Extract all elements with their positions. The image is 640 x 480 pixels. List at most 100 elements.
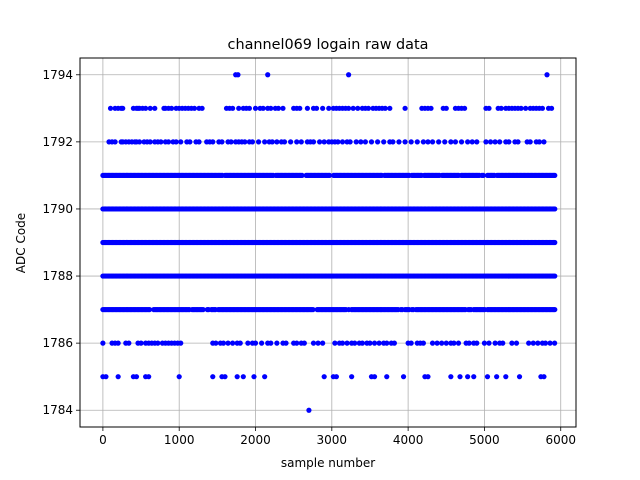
y-tick-label: 1784 [42, 403, 73, 417]
data-point [530, 340, 536, 346]
data-point [339, 139, 346, 145]
data-point [552, 239, 558, 246]
data-point [448, 374, 454, 380]
data-point [474, 340, 480, 346]
data-point [552, 340, 558, 346]
data-point [178, 340, 184, 346]
data-point [484, 374, 491, 380]
data-point [420, 139, 426, 145]
data-point [498, 105, 504, 111]
data-point [234, 374, 240, 380]
data-point [133, 374, 140, 380]
data-point [196, 139, 202, 145]
data-point [500, 340, 506, 346]
data-point [306, 407, 312, 413]
data-point [518, 105, 524, 111]
data-point [542, 340, 549, 346]
data-point [465, 139, 471, 145]
data-point [455, 340, 462, 346]
data-point [176, 374, 182, 380]
data-point [541, 139, 547, 145]
data-point [210, 139, 216, 145]
data-point [539, 105, 546, 111]
data-point [230, 340, 236, 346]
data-point [465, 374, 471, 380]
data-point [259, 340, 265, 346]
data-point [548, 105, 555, 111]
data-point [355, 105, 361, 111]
data-point [461, 105, 468, 111]
data-point [294, 340, 300, 346]
data-point [492, 340, 498, 346]
data-point [310, 139, 317, 145]
data-point [414, 139, 420, 145]
data-point [326, 105, 332, 111]
data-point [269, 139, 275, 145]
data-point [483, 139, 489, 145]
y-tick-label: 1790 [42, 202, 73, 216]
data-point [143, 105, 149, 111]
data-point [448, 139, 454, 145]
data-point [486, 340, 492, 346]
data-point [146, 374, 152, 380]
data-point [136, 139, 143, 145]
data-point [402, 105, 408, 111]
x-tick-label: 4000 [393, 433, 424, 447]
data-point [298, 139, 304, 145]
data-point [199, 105, 205, 111]
data-point [486, 105, 492, 111]
data-point [480, 172, 486, 179]
data-point [457, 374, 463, 380]
data-point [310, 306, 316, 313]
data-point [274, 340, 280, 346]
data-point [535, 340, 541, 346]
data-point [326, 172, 333, 179]
data-point [228, 139, 234, 145]
data-point [165, 139, 172, 145]
data-point [428, 105, 434, 111]
data-point [147, 139, 153, 145]
data-point [280, 105, 286, 111]
data-point [527, 139, 533, 145]
data-point [382, 105, 388, 111]
data-point [321, 374, 327, 380]
data-point [371, 340, 378, 346]
data-point [452, 139, 459, 145]
data-point [235, 72, 241, 78]
data-point [516, 374, 523, 380]
data-point [225, 340, 231, 346]
data-point [294, 139, 300, 145]
data-point [219, 139, 225, 145]
data-point [466, 340, 472, 346]
data-point [376, 340, 382, 346]
data-point [115, 374, 121, 380]
data-point [451, 340, 457, 346]
data-point [242, 139, 248, 145]
data-point [381, 139, 387, 145]
data-point [352, 340, 358, 346]
data-point [536, 139, 542, 145]
x-tick-label: 6000 [545, 433, 576, 447]
data-point [283, 340, 289, 346]
data-point [249, 139, 256, 145]
data-point [443, 340, 449, 346]
data-point [268, 105, 274, 111]
data-point [112, 139, 118, 145]
data-point [471, 374, 477, 380]
data-point [230, 105, 236, 111]
data-point [497, 139, 503, 145]
data-point [526, 340, 532, 346]
data-point [547, 340, 553, 346]
data-point [237, 340, 243, 346]
data-point [236, 105, 242, 111]
data-point [120, 105, 126, 111]
data-point [347, 139, 353, 145]
data-point [408, 340, 414, 346]
data-point [365, 105, 372, 111]
data-point [320, 340, 326, 346]
data-point [155, 340, 161, 346]
x-tick-label: 5000 [469, 433, 500, 447]
data-point [367, 340, 373, 346]
data-point [146, 306, 153, 313]
data-point [420, 340, 426, 346]
